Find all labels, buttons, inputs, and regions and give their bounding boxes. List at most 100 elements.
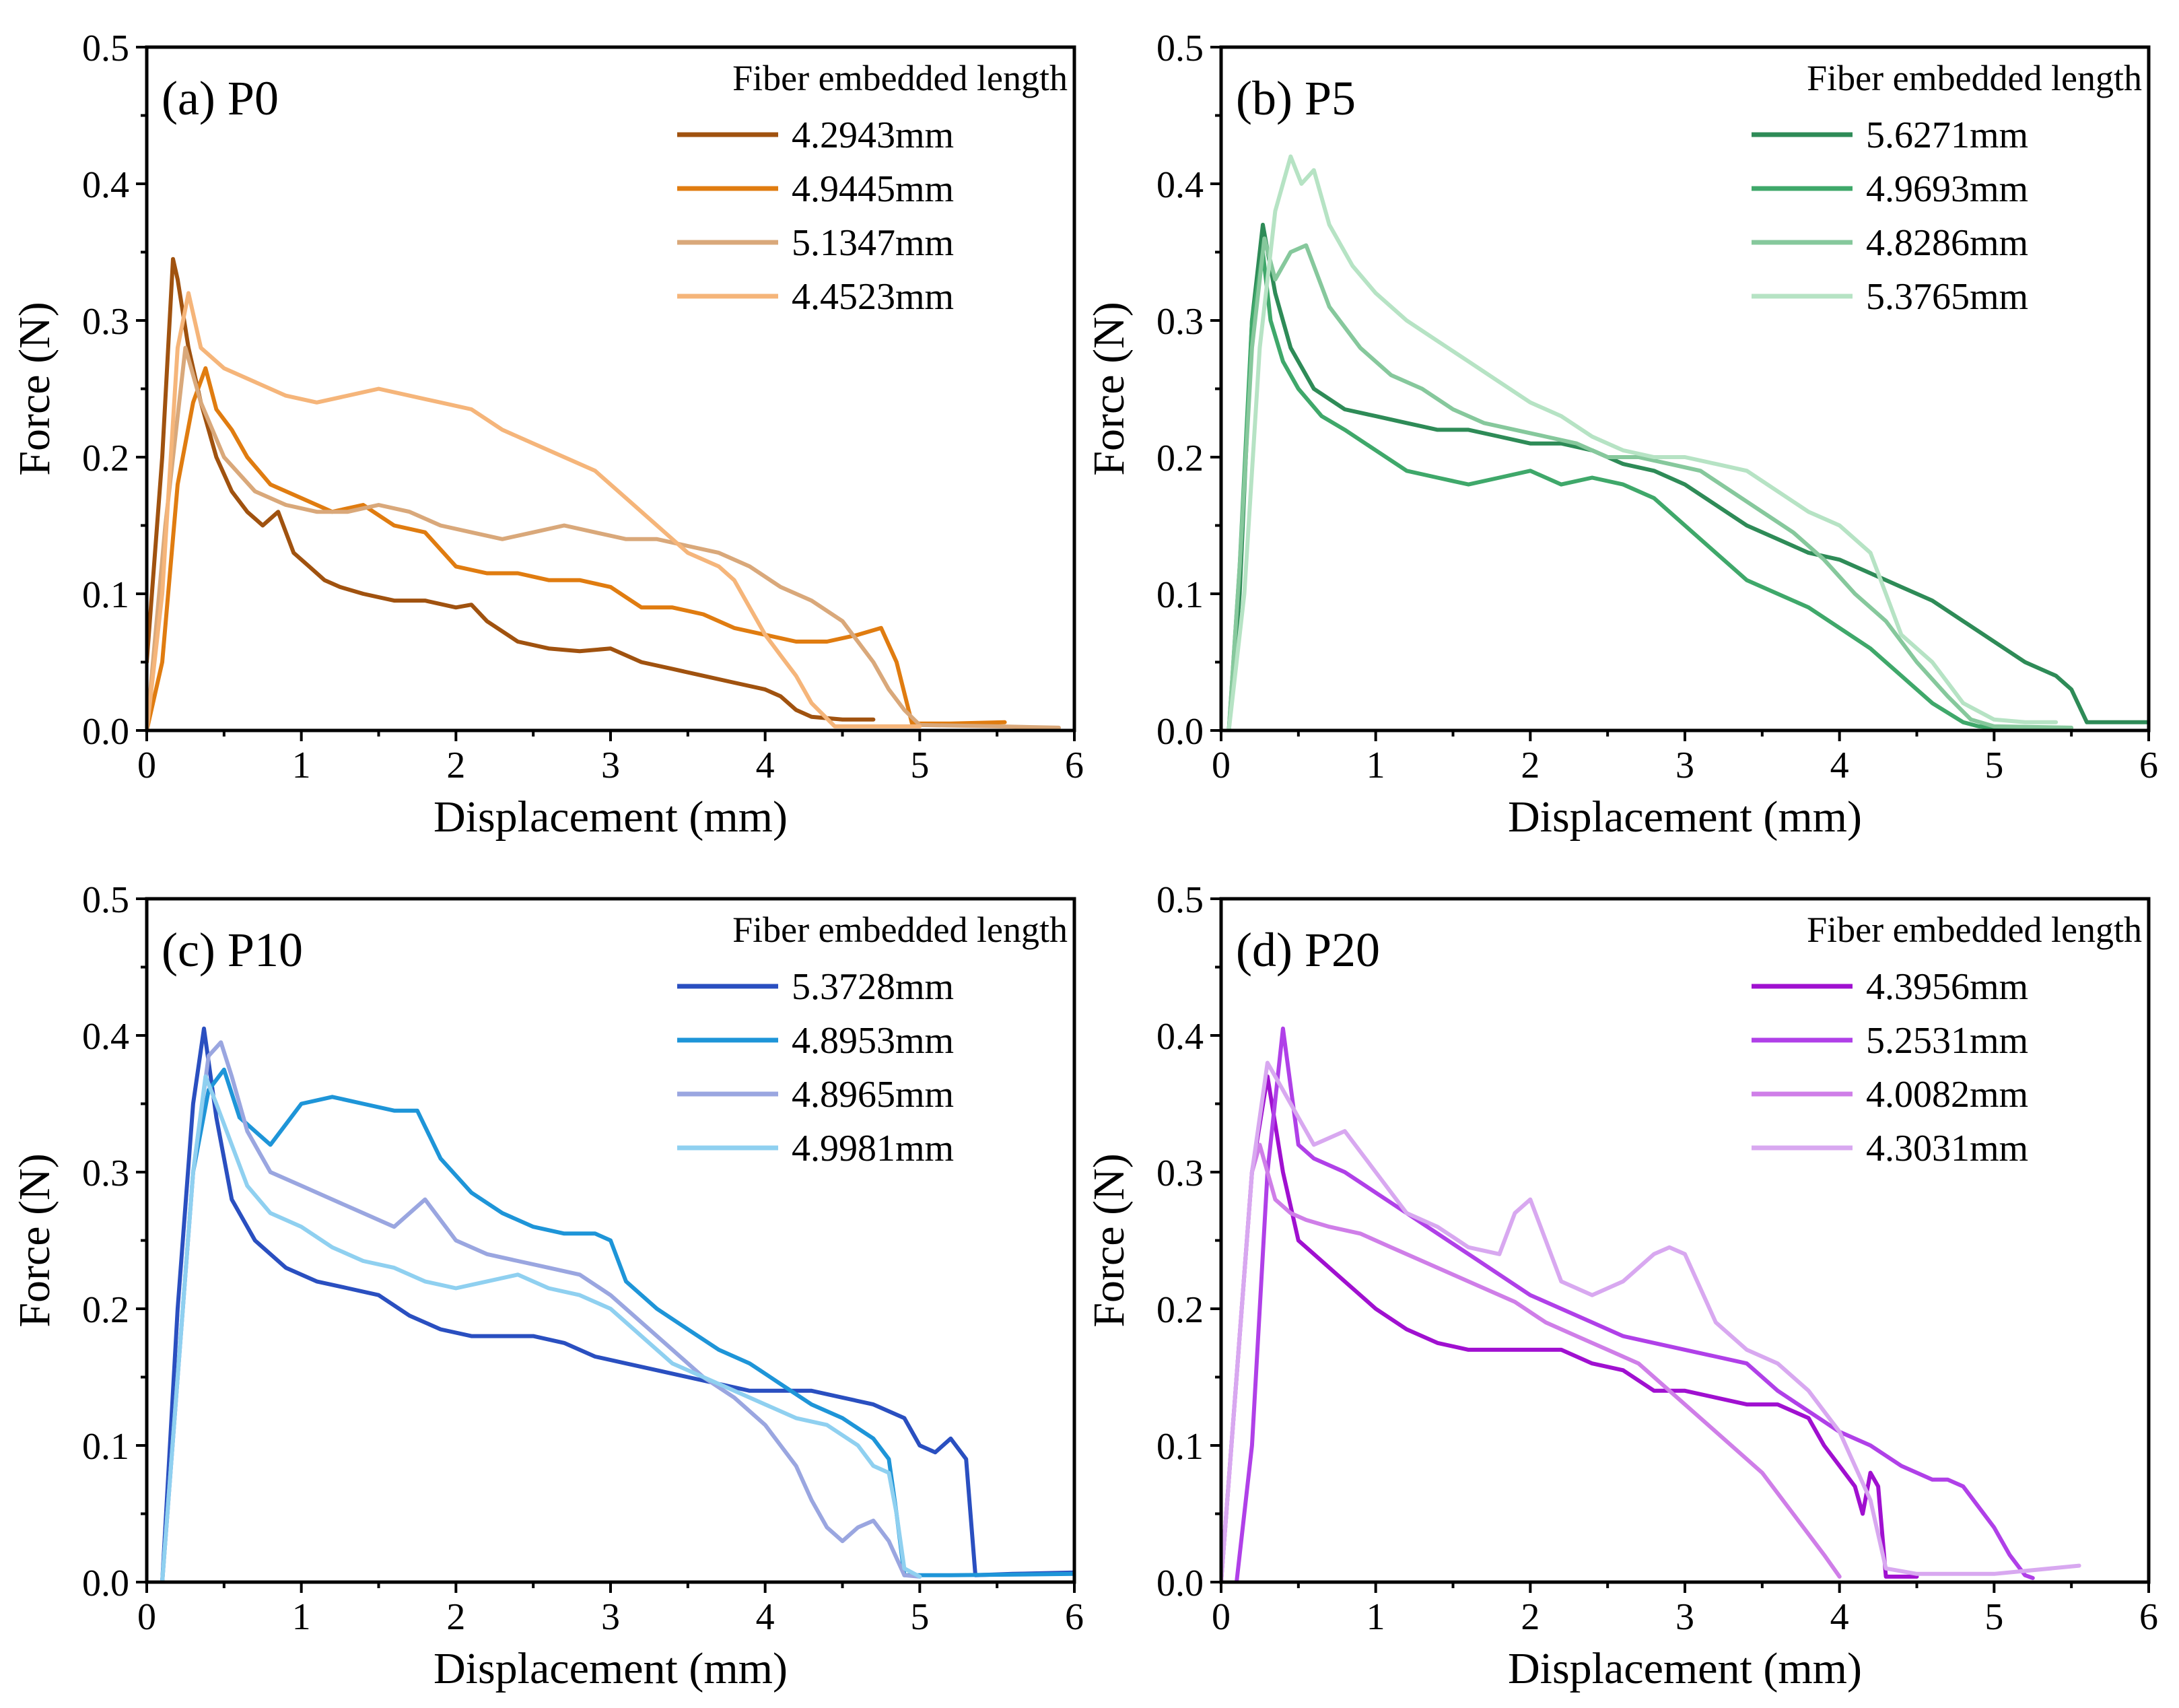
y-axis-title: Force (N): [1084, 302, 1134, 475]
x-tick-label: 2: [1521, 745, 1540, 786]
x-tick-label: 3: [601, 745, 620, 786]
y-tick-label: 0.0: [82, 1563, 129, 1604]
y-tick-label: 0.0: [1156, 711, 1204, 753]
panel-label: (c) P10: [162, 923, 303, 977]
legend-title: Fiber embedded length: [732, 910, 1068, 950]
series-line-2: [1221, 1142, 1842, 1582]
x-tick-label: 1: [1367, 745, 1385, 786]
legend-label: 4.3031mm: [1866, 1128, 2028, 1169]
x-tick-label: 6: [1065, 1596, 1084, 1638]
x-tick-label: 5: [910, 1596, 929, 1638]
y-tick-label: 0.3: [1156, 1153, 1204, 1194]
y-tick-label: 0.1: [82, 1426, 129, 1468]
x-tick-label: 5: [910, 745, 929, 786]
chart-panel-2: 0 1 2 3 4 5 6 0.0 0.1 0.2 0.3 0.4 0.5 Displacement (m…: [10, 879, 1084, 1693]
x-tick-label: 0: [137, 1596, 156, 1638]
series-line-3: [147, 291, 922, 730]
y-tick-label: 0.5: [82, 879, 129, 921]
x-tick-label: 6: [2139, 745, 2158, 786]
y-tick-label: 0.3: [1156, 301, 1204, 343]
legend-title: Fiber embedded length: [1807, 910, 2142, 950]
legend-label: 4.9693mm: [1866, 168, 2028, 210]
legend-label: 4.2943mm: [792, 114, 954, 156]
chart-panel-3: 0 1 2 3 4 5 6 0.0 0.1 0.2 0.3 0.4 0.5 Displacement (m…: [1084, 879, 2158, 1693]
y-tick-label: 0.3: [82, 301, 129, 343]
chart-panel-1: 0 1 2 3 4 5 6 0.0 0.1 0.2 0.3 0.4 0.5 Displacement (m…: [1084, 28, 2158, 842]
series-line-2: [160, 1040, 922, 1582]
legend-label: 5.2531mm: [1866, 1020, 2028, 1062]
x-tick-label: 2: [1521, 1596, 1540, 1638]
x-axis-title: Displacement (mm): [434, 792, 788, 842]
series-line-2: [1226, 236, 2074, 730]
legend-label: 5.6271mm: [1866, 114, 2028, 156]
x-tick-label: 5: [1984, 1596, 2003, 1638]
y-tick-label: 0.4: [82, 164, 129, 206]
y-tick-label: 0.2: [1156, 1289, 1204, 1331]
x-tick-label: 0: [137, 745, 156, 786]
legend-label: 5.3728mm: [792, 966, 954, 1008]
series-line-0: [147, 257, 876, 722]
legend-label: 4.3956mm: [1866, 966, 2028, 1008]
series-line-0: [1226, 222, 2149, 730]
x-tick-label: 6: [2139, 1596, 2158, 1638]
y-tick-label: 0.2: [1156, 438, 1204, 479]
y-tick-label: 0.0: [1156, 1563, 1204, 1604]
x-tick-label: 3: [1675, 745, 1694, 786]
series-line-0: [160, 1026, 1074, 1582]
x-tick-label: 4: [756, 1596, 775, 1638]
x-tick-label: 1: [292, 745, 311, 786]
y-axis-title: Force (N): [10, 302, 59, 475]
chart-panel-0: 0 1 2 3 4 5 6 0.0 0.1 0.2 0.3 0.4 0.5 Displacement (m…: [10, 28, 1084, 842]
y-tick-label: 0.1: [1156, 1426, 1204, 1468]
legend-label: 5.3765mm: [1866, 276, 2028, 318]
series-line-3: [1226, 154, 2059, 730]
x-tick-label: 4: [756, 745, 775, 786]
x-axis-title: Displacement (mm): [434, 1644, 788, 1693]
y-tick-label: 0.0: [82, 711, 129, 753]
series-line-3: [160, 1074, 922, 1582]
y-tick-label: 0.2: [82, 1289, 129, 1331]
x-axis-title: Displacement (mm): [1508, 792, 1862, 842]
legend-label: 4.4523mm: [792, 276, 954, 318]
x-tick-label: 0: [1212, 1596, 1231, 1638]
x-tick-label: 2: [446, 1596, 465, 1638]
x-tick-label: 4: [1830, 1596, 1849, 1638]
series-line-1: [147, 366, 1007, 730]
x-tick-label: 1: [292, 1596, 311, 1638]
y-axis-title: Force (N): [10, 1153, 59, 1327]
series-line-1: [1226, 250, 2059, 730]
series-line-1: [1235, 1026, 2035, 1582]
series-line-2: [147, 345, 1061, 730]
x-tick-label: 3: [1675, 1596, 1694, 1638]
y-tick-label: 0.4: [1156, 164, 1204, 206]
y-tick-label: 0.4: [82, 1016, 129, 1058]
legend-label: 4.9981mm: [792, 1128, 954, 1169]
y-tick-label: 0.1: [82, 574, 129, 616]
legend-title: Fiber embedded length: [732, 58, 1068, 98]
legend-label: 4.9445mm: [792, 168, 954, 210]
panel-label: (d) P20: [1236, 923, 1380, 977]
y-tick-label: 0.5: [1156, 28, 1204, 69]
x-axis-title: Displacement (mm): [1508, 1644, 1862, 1693]
legend-label: 4.8965mm: [792, 1074, 954, 1116]
y-tick-label: 0.4: [1156, 1016, 1204, 1058]
x-tick-label: 1: [1367, 1596, 1385, 1638]
y-tick-label: 0.5: [1156, 879, 1204, 921]
panel-label: (a) P0: [162, 71, 279, 125]
x-tick-label: 0: [1212, 745, 1231, 786]
y-tick-label: 0.3: [82, 1153, 129, 1194]
legend-label: 4.0082mm: [1866, 1074, 2028, 1116]
y-axis-title: Force (N): [1084, 1153, 1134, 1327]
legend-label: 4.8286mm: [1866, 222, 2028, 264]
series-line-1: [160, 1067, 1074, 1582]
legend-label: 5.1347mm: [792, 222, 954, 264]
x-tick-label: 5: [1984, 745, 2003, 786]
y-tick-label: 0.1: [1156, 574, 1204, 616]
y-tick-label: 0.5: [82, 28, 129, 69]
x-tick-label: 3: [601, 1596, 620, 1638]
legend-label: 4.8953mm: [792, 1020, 954, 1062]
x-tick-label: 6: [1065, 745, 1084, 786]
x-tick-label: 2: [446, 745, 465, 786]
series-line-0: [1221, 1074, 1919, 1582]
